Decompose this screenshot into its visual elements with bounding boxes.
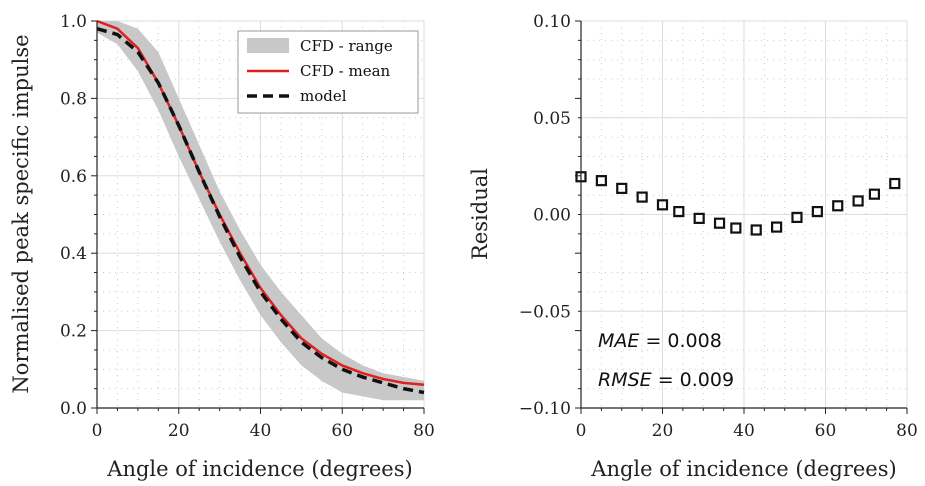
mae-value: 0.008	[667, 330, 721, 352]
legend-label-model: model	[300, 87, 347, 105]
x-tick-label: 20	[168, 421, 190, 441]
impulse-axes	[91, 20, 425, 414]
y-tick-label: 0.8	[60, 89, 87, 109]
residual-marker	[730, 222, 742, 234]
impulse-tick-layer: 0 20 40 60 80 0.0 0.2 0.4 0.6 0.8 1.0	[60, 12, 435, 441]
x-tick-label: 20	[652, 421, 674, 441]
impulse-series-layer	[96, 19, 425, 401]
y-tick-label: 1.0	[60, 12, 87, 32]
residual-marker	[713, 217, 726, 229]
residual-marker	[693, 212, 705, 224]
residual-marker	[811, 205, 823, 218]
y-tick-label: 0.05	[533, 109, 571, 129]
impulse-legend: CFD - range CFD - mean model	[237, 30, 419, 114]
y-tick-label: 0.4	[60, 244, 87, 264]
impulse-y-axis-label: Normalised peak specific impulse	[9, 34, 33, 393]
residual-marker	[868, 188, 881, 200]
legend-label-mean: CFD - mean	[300, 62, 391, 80]
rmse-value: 0.009	[680, 369, 734, 391]
x-tick-label: 0	[92, 421, 103, 441]
y-tick-label: 0.6	[60, 167, 87, 187]
residual-tick-layer: 0 20 40 60 80 −0.10 −0.05 0.00 0.05 0.10	[519, 12, 918, 441]
residual-marker	[656, 199, 669, 211]
y-tick-label: 0.0	[60, 399, 87, 419]
legend-label-range: CFD - range	[300, 37, 393, 55]
residual-marker	[770, 221, 783, 233]
rmse-label: RMSE	[598, 369, 652, 391]
y-tick-label: −0.05	[519, 302, 571, 322]
residual-marker	[673, 205, 685, 218]
impulse-chart: 0 20 40 60 80 0.0 0.2 0.4 0.6 0.8 1.0 Angle of inc…	[9, 12, 435, 481]
y-tick-label: 0.00	[533, 206, 571, 226]
rmse-equals: =	[652, 369, 680, 391]
residual-axes	[575, 20, 908, 414]
y-tick-label: 0.2	[60, 322, 87, 342]
x-tick-label: 80	[896, 421, 918, 441]
mae-label: MAE	[598, 330, 639, 352]
residual-y-axis-label: Residual	[468, 168, 492, 260]
legend-swatch-range	[247, 38, 289, 53]
x-tick-label: 0	[576, 421, 587, 441]
x-tick-label: 40	[733, 421, 755, 441]
x-tick-label: 80	[413, 421, 435, 441]
mae-annotation: MAE = 0.008	[598, 330, 722, 352]
y-tick-label: 0.10	[533, 12, 571, 32]
impulse-x-axis-label: Angle of incidence (degrees)	[106, 457, 412, 481]
residual-x-axis-label: Angle of incidence (degrees)	[590, 457, 896, 481]
residual-marker	[791, 211, 803, 224]
mae-equals: =	[639, 330, 667, 352]
y-tick-label: −0.10	[519, 399, 571, 419]
model-line	[96, 27, 425, 395]
residual-chart: 0 20 40 60 80 −0.10 −0.05 0.00 0.05 0.10 Angle of…	[468, 12, 918, 481]
rmse-annotation: RMSE = 0.009	[598, 369, 734, 391]
x-tick-label: 60	[331, 421, 353, 441]
residual-marker	[832, 200, 844, 212]
residual-marker	[889, 177, 901, 190]
residual-marker	[750, 224, 762, 236]
residual-marker	[852, 195, 864, 207]
residual-marker	[595, 175, 607, 187]
x-tick-label: 60	[815, 421, 837, 441]
cfd-range-band	[97, 21, 424, 401]
residual-marker-layer	[575, 171, 901, 236]
residual-marker	[616, 182, 628, 194]
x-tick-label: 40	[250, 421, 272, 441]
residual-marker	[636, 191, 648, 203]
